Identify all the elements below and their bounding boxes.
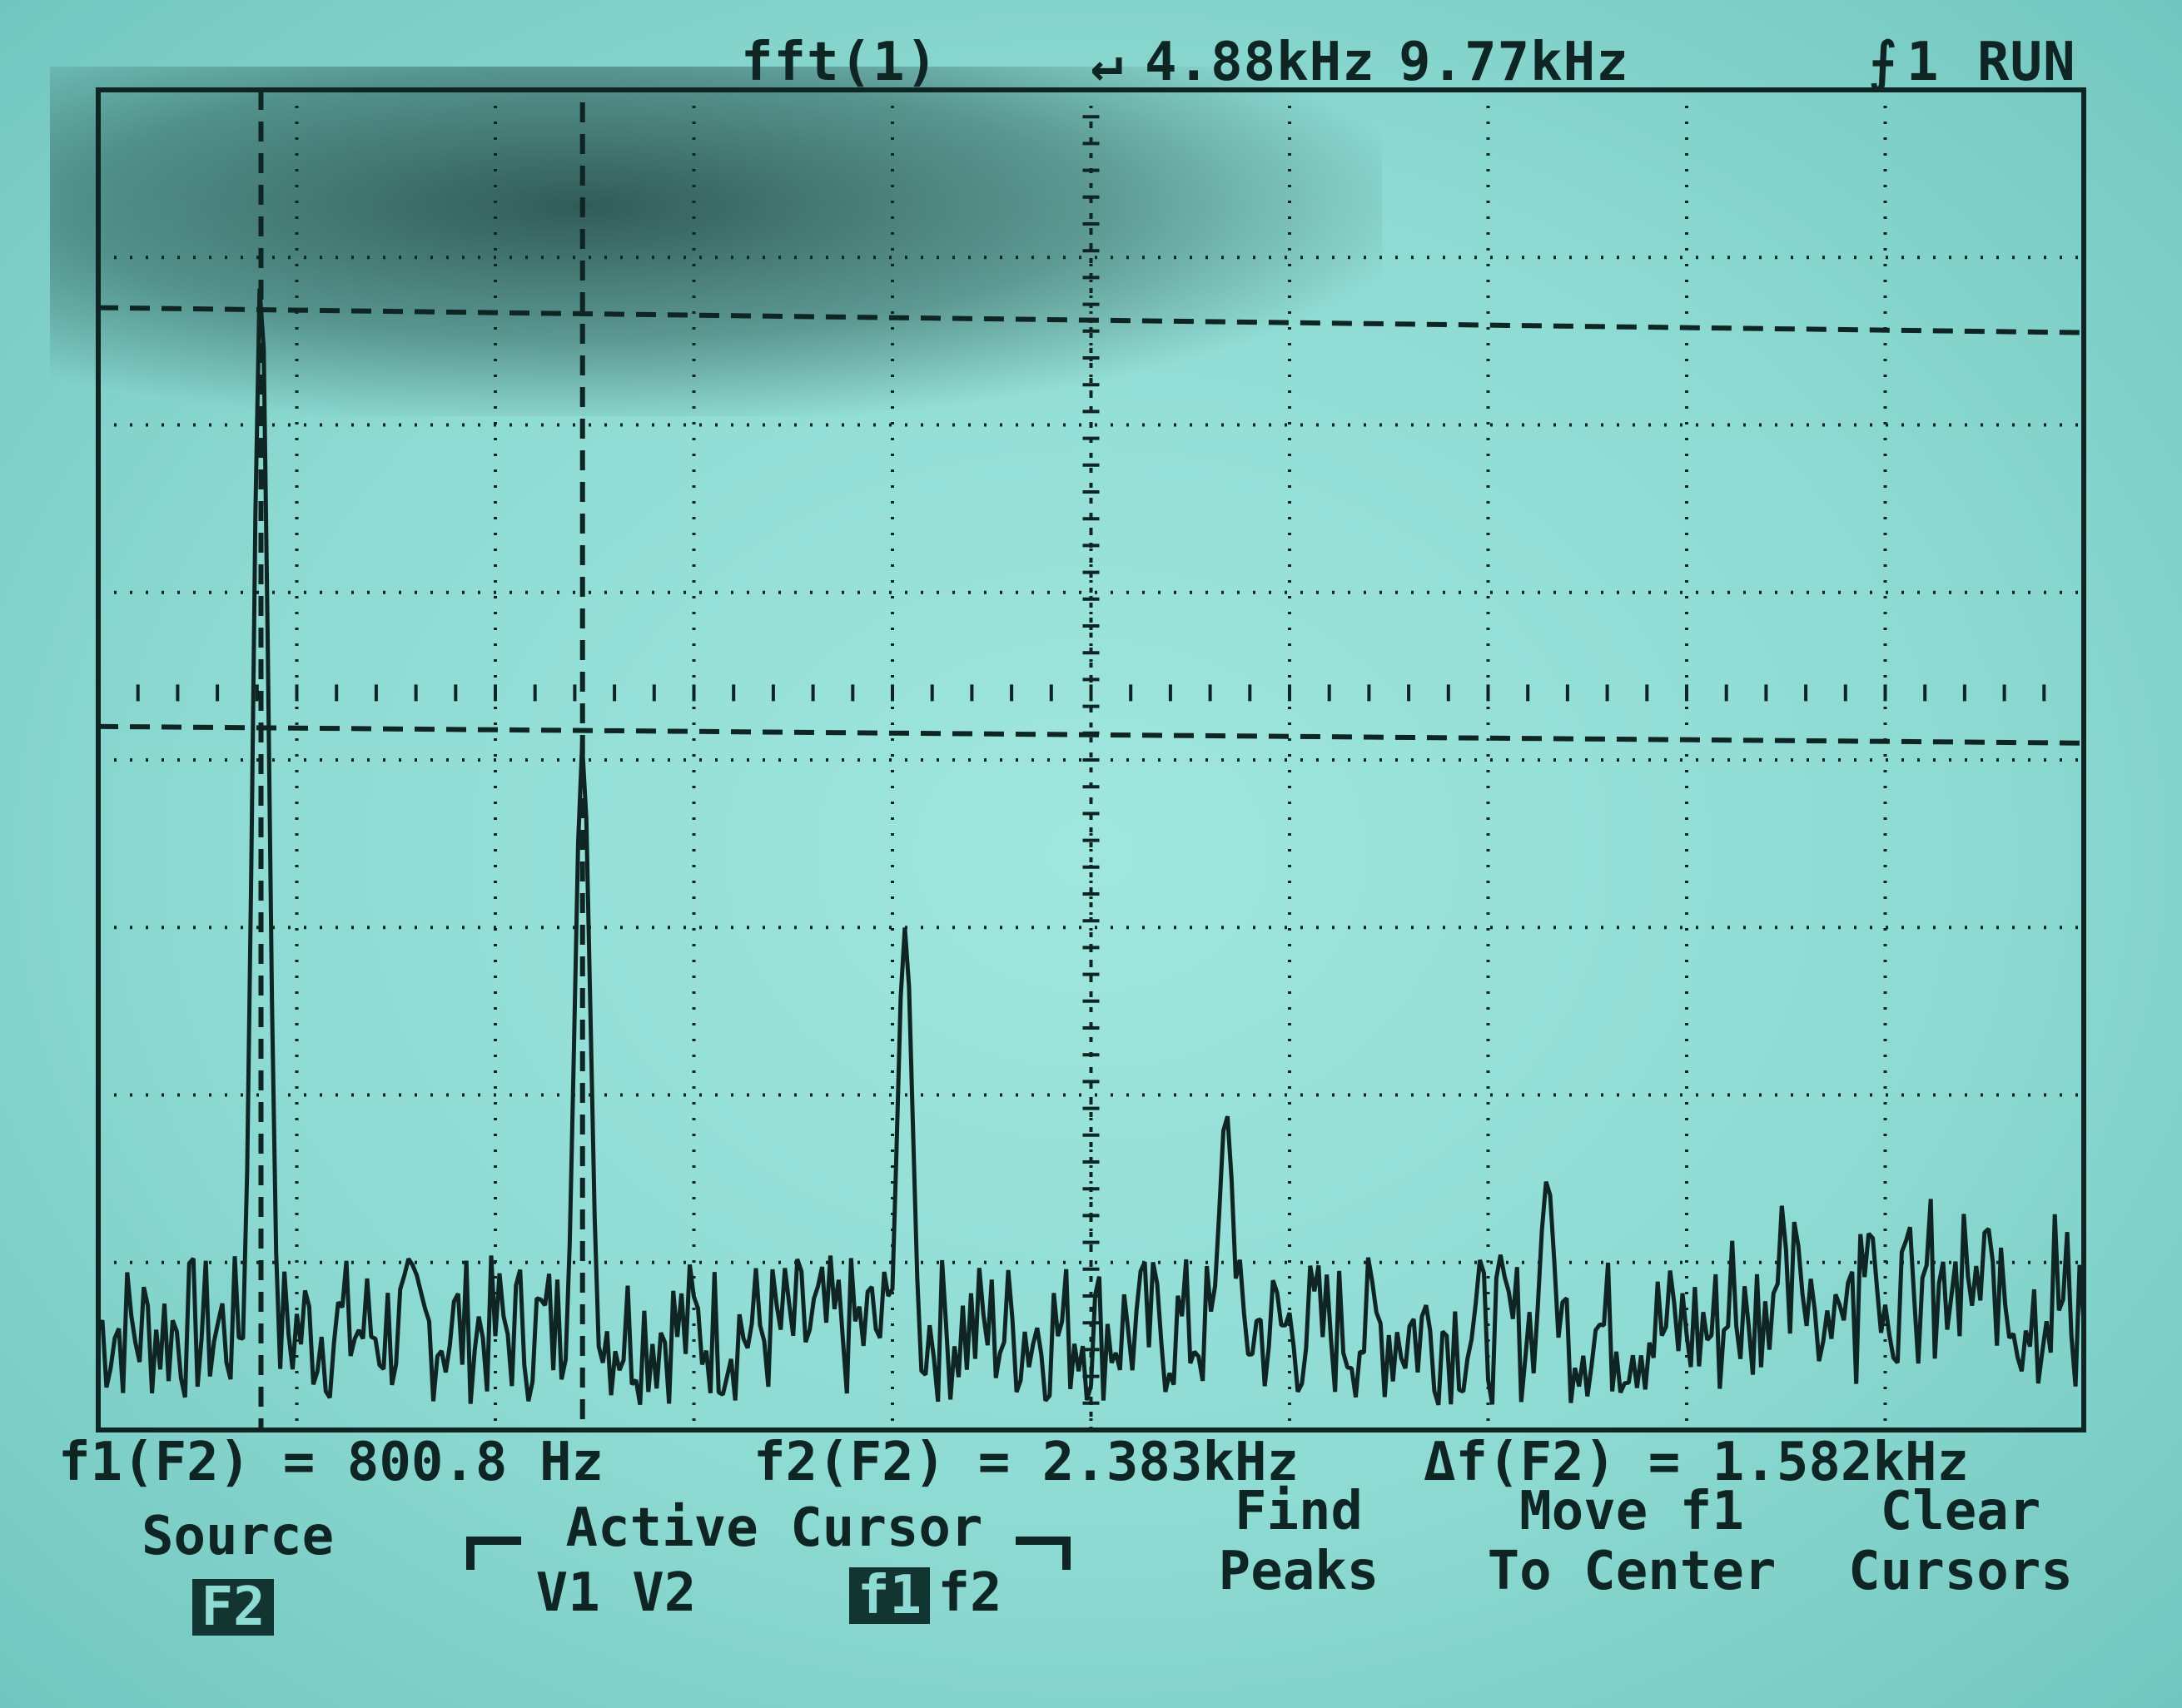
find-label: Find bbox=[1234, 1481, 1364, 1542]
f2-readout: f2(F2) = 2.383kHz bbox=[753, 1432, 1300, 1493]
f1-selected-label: f1 bbox=[849, 1567, 931, 1625]
cursor-v2-line bbox=[97, 723, 2085, 746]
fft-trace bbox=[96, 288, 2086, 1406]
active-cursor-bracket-right bbox=[1016, 1537, 1071, 1570]
to-center-label: To Center bbox=[1487, 1541, 1777, 1602]
delta-f-readout: Δf(F2) = 1.582kHz bbox=[1424, 1432, 1970, 1493]
run-state-indicator[interactable]: RUN bbox=[1977, 32, 2076, 93]
math-function-label: fft(1) bbox=[741, 32, 939, 93]
span-readout: 9.77kHz bbox=[1399, 32, 1629, 93]
move-f1-label: Move f1 bbox=[1519, 1481, 1744, 1542]
f1-readout: f1(F2) = 800.8 Hz bbox=[58, 1432, 604, 1493]
clear-label: Clear bbox=[1880, 1481, 2041, 1542]
timebase-reference-icon: ↵ bbox=[1091, 32, 1124, 93]
active-cursor-bracket-left bbox=[466, 1537, 521, 1570]
softkey-find-peaks[interactable]: Find Peaks bbox=[1174, 1482, 1424, 1601]
source-value: F2 bbox=[192, 1579, 274, 1636]
trigger-rising-edge-icon: ⨍ bbox=[1869, 32, 1898, 93]
softkey-bar: Source F2 Active Cursor V1 V2 f1 f2 Find… bbox=[50, 1482, 2131, 1690]
peaks-label: Peaks bbox=[1218, 1541, 1379, 1602]
softkey-v1v2[interactable]: V1 V2 bbox=[535, 1562, 697, 1624]
softkey-move-f1-to-center[interactable]: Move f1 To Center bbox=[1457, 1482, 1807, 1601]
active-cursor-label: Active Cursor bbox=[565, 1497, 983, 1559]
graticule-grid bbox=[97, 88, 2085, 1432]
cursors-label: Cursors bbox=[1848, 1541, 2073, 1602]
source-label: Source bbox=[142, 1506, 335, 1567]
center-frequency-readout: 4.88kHz bbox=[1145, 32, 1375, 93]
trigger-source-label: 1 bbox=[1906, 32, 1940, 93]
cursor-readout-row: f1(F2) = 800.8 Hz f2(F2) = 2.383kHz Δf(F… bbox=[50, 1432, 2131, 1507]
softkey-clear-cursors[interactable]: Clear Cursors bbox=[1823, 1482, 2098, 1601]
softkey-f2[interactable]: f2 bbox=[937, 1562, 1002, 1624]
softkey-source[interactable]: Source F2 bbox=[142, 1506, 335, 1636]
softkey-f1-selected[interactable]: f1 bbox=[849, 1563, 931, 1625]
